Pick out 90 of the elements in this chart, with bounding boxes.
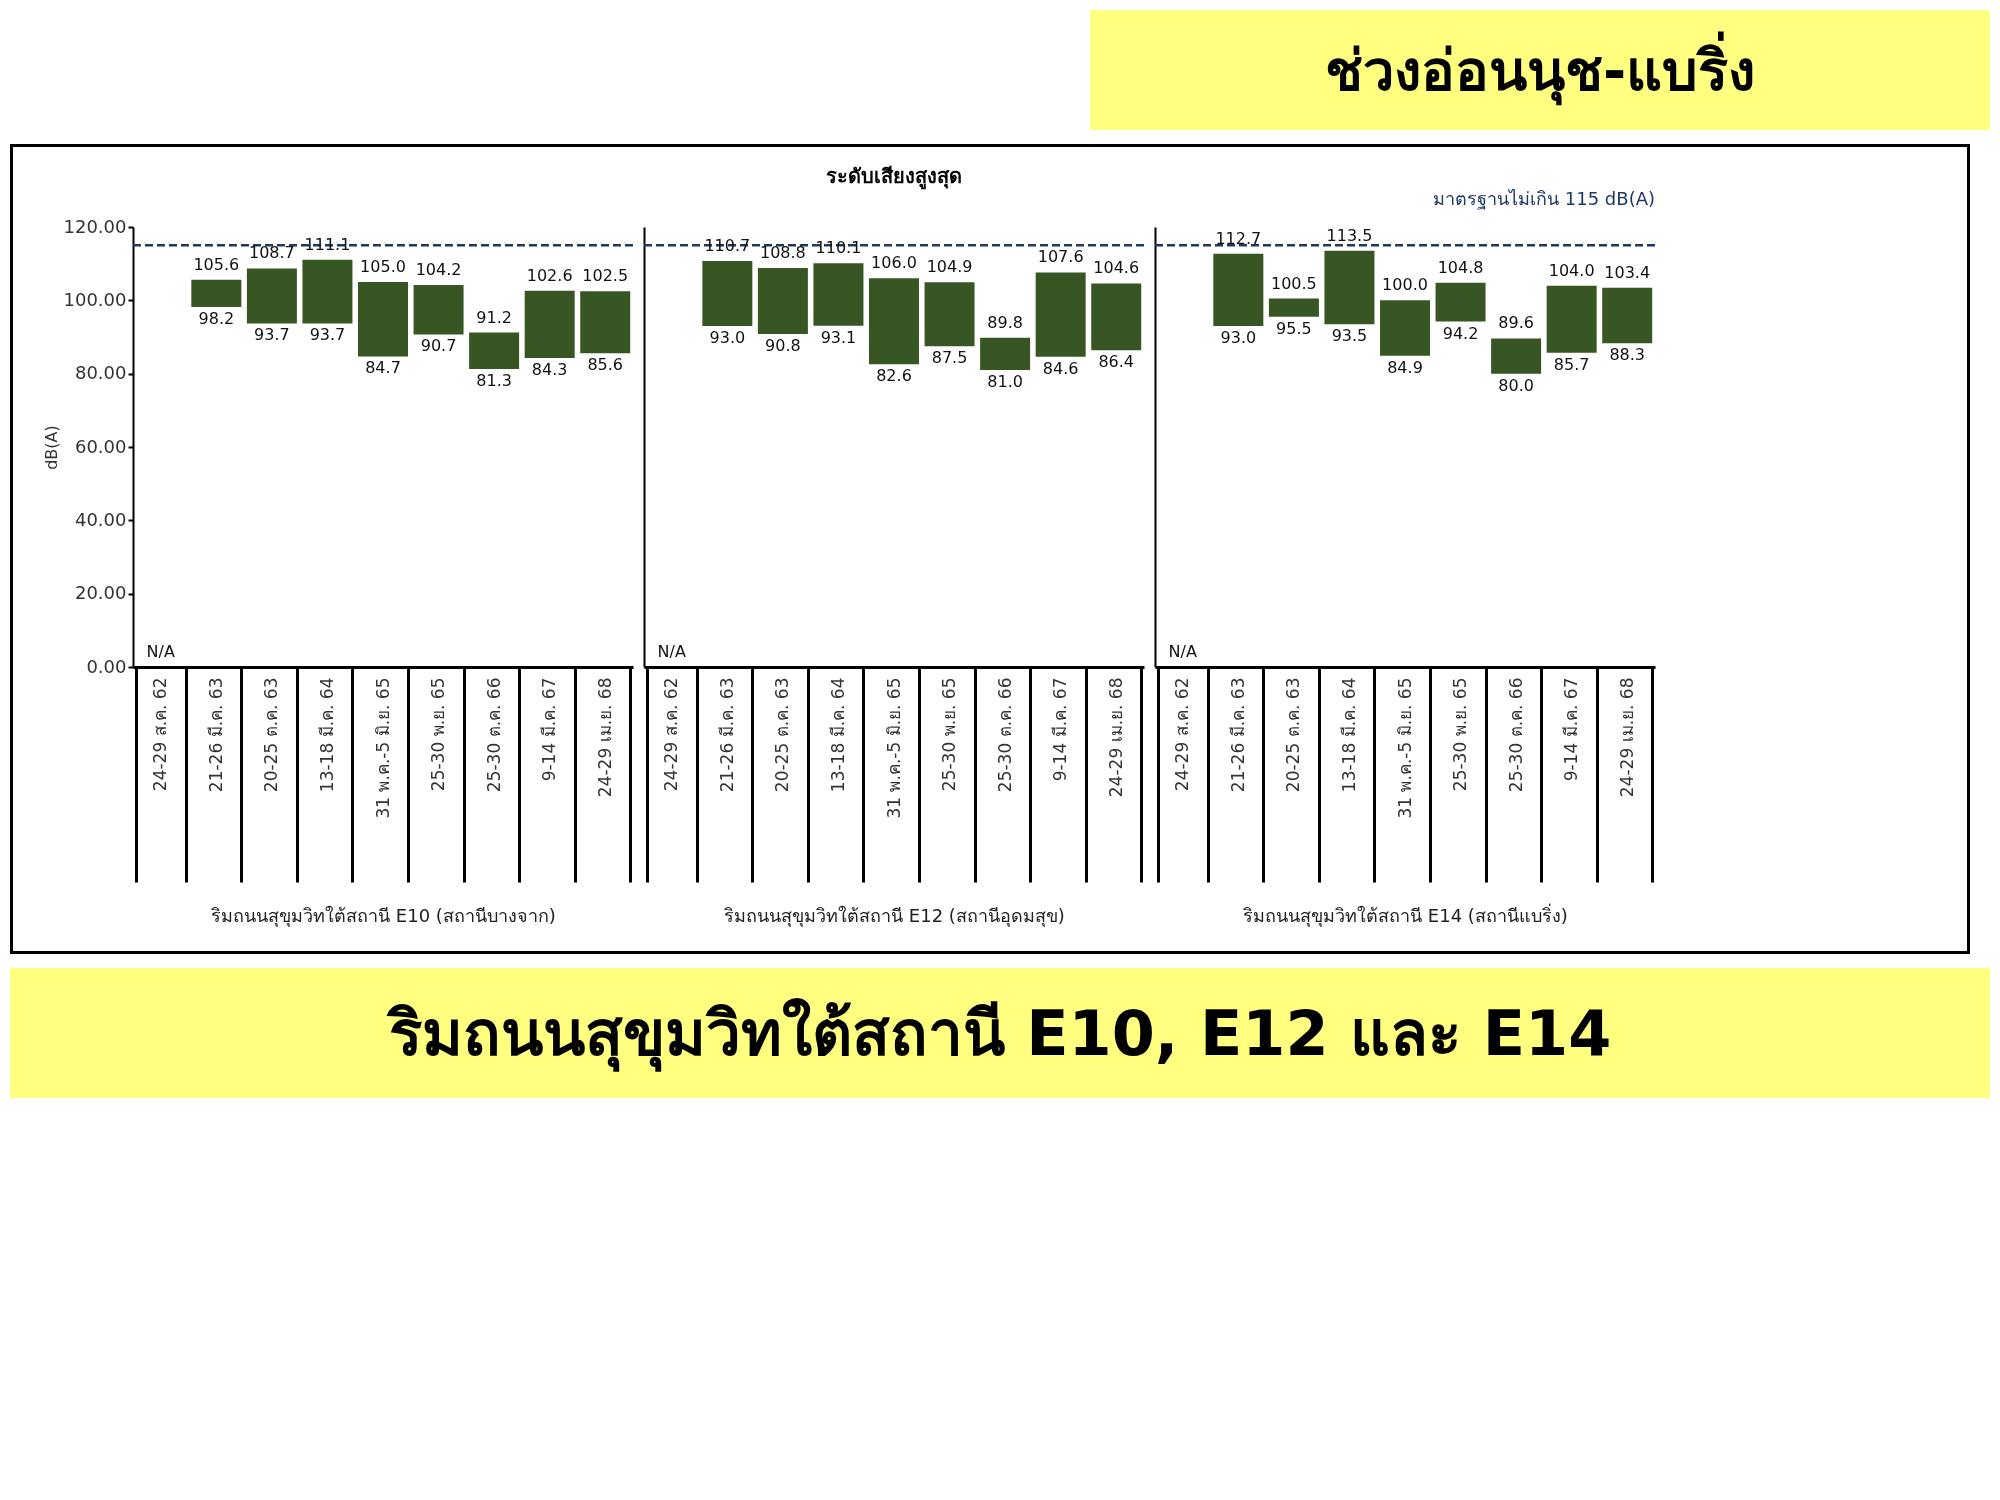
annotation: 102.5	[582, 266, 629, 286]
x-tick-label: 24-29 ส.ค. 62	[150, 677, 171, 792]
x-tick-label: 20-25 ต.ค. 63	[1283, 677, 1304, 793]
caption-banner: ริมถนนสุขุมวิทใต้สถานี E10, E12 และ E14	[10, 968, 1990, 1098]
annotation: 107.6	[1037, 247, 1084, 267]
annotation: 81.0	[987, 372, 1023, 391]
annotation: 90.8	[765, 336, 801, 356]
annotation: 85.6	[587, 355, 624, 375]
annotation: 104.8	[1437, 257, 1484, 277]
annotation: 108.8	[759, 243, 806, 263]
annotation: 93.0	[1220, 328, 1257, 347]
annotation: 89.8	[987, 312, 1023, 332]
annotation: 100.0	[1382, 275, 1428, 295]
y-tick-label: 20.00	[74, 582, 127, 604]
x-tick-label: 25-30 ต.ค. 66	[994, 677, 1015, 793]
x-tick-label: 20-25 ต.ค. 63	[261, 677, 282, 793]
annotation: 94.2	[1442, 323, 1479, 343]
x-tick-label: 25-30 ต.ค. 66	[483, 677, 504, 793]
x-tick-label: 13-18 มี.ค. 64	[827, 677, 848, 793]
x-tick-label: 31 พ.ค.-5 มิ.ย. 65	[1394, 677, 1415, 819]
annotation: N/A	[657, 642, 686, 661]
x-tick-label: 25-30 พ.ย. 65	[428, 677, 449, 792]
x-tick-label: 24-29 เม.ย. 68	[594, 677, 615, 798]
y-tick-label: 40.00	[74, 508, 127, 530]
x-tick-label: 9-14 มี.ค. 67	[539, 677, 560, 782]
annotation: 106.0	[871, 253, 917, 273]
annotation: 93.1	[820, 327, 857, 347]
y-tick-label: 80.00	[74, 362, 127, 384]
x-tick-label: 24-29 เม.ย. 68	[1105, 677, 1126, 798]
annotation: 84.3	[531, 359, 568, 379]
x-axis-title: ริมถนนสุขุมวิทใต้สถานี E14 (สถานีแบริ่ง)	[1243, 902, 1568, 927]
annotation: 90.7	[420, 336, 457, 356]
annotation: N/A	[146, 642, 175, 661]
y-axis-title: dB(A)	[41, 425, 61, 470]
x-tick-label: 20-25 ต.ค. 63	[772, 677, 793, 793]
x-axis-title: ริมถนนสุขุมวิทใต้สถานี E10 (สถานีบางจาก)	[211, 904, 556, 927]
annotation: 112.7	[1215, 228, 1262, 248]
annotation: 105.0	[360, 257, 406, 276]
x-tick-label: 25-30 พ.ย. 65	[939, 677, 960, 792]
annotation: 93.7	[309, 325, 346, 345]
annotation: 93.7	[254, 325, 290, 345]
x-tick-label: 13-18 มี.ค. 64	[316, 677, 337, 793]
annotation: 87.5	[931, 348, 968, 368]
annotation: 86.4	[1098, 352, 1135, 372]
x-tick-label: 13-18 มี.ค. 64	[1338, 677, 1359, 793]
x-tick-label: 21-26 มี.ค. 63	[716, 677, 737, 793]
x-tick-label: 25-30 พ.ย. 65	[1450, 677, 1471, 792]
x-tick-label: 31 พ.ค.-5 มิ.ย. 65	[883, 677, 904, 819]
annotation: 95.5	[1276, 318, 1312, 338]
annotation: 91.2	[476, 307, 512, 327]
title-banner: ช่วงอ่อนนุช-แบริ่ง	[1090, 10, 1990, 130]
x-axis-title: ริมถนนสุขุมวิทใต้สถานี E12 (สถานีอุดมสุข)	[724, 904, 1065, 927]
annotation: N/A	[1168, 642, 1197, 661]
annotation: 81.3	[476, 370, 512, 390]
y-tick-label: 100.00	[63, 288, 127, 310]
x-tick-label: 21-26 มี.ค. 63	[1227, 677, 1248, 793]
x-tick-label: 21-26 มี.ค. 63	[205, 677, 226, 793]
annotation: 80.0	[1498, 375, 1534, 395]
annotation: 89.6	[1498, 313, 1534, 333]
annotation: 84.7	[365, 358, 401, 378]
annotation: 100.5	[1270, 273, 1317, 293]
annotation: 98.2	[198, 308, 235, 328]
x-tick-label: 24-29 ส.ค. 62	[1172, 677, 1193, 792]
x-tick-label: 24-29 ส.ค. 62	[661, 677, 682, 792]
annotation: 104.0	[1548, 260, 1595, 280]
x-tick-label: 24-29 เม.ย. 68	[1616, 677, 1637, 798]
y-tick-label: 120.00	[63, 215, 127, 237]
annotation: 84.6	[1042, 358, 1079, 378]
annotation: 108.7	[248, 243, 295, 263]
annotation: 104.6	[1093, 258, 1140, 278]
x-tick-label: 9-14 มี.ค. 67	[1050, 677, 1071, 782]
annotation: 93.0	[709, 328, 746, 347]
chart-title: ระดับเสียงสูงสุด	[826, 164, 962, 190]
annotation: 105.6	[193, 254, 240, 274]
x-tick-label: 25-30 ต.ค. 66	[1505, 677, 1526, 793]
annotation: 104.9	[926, 257, 973, 277]
y-tick-label: 0.00	[86, 655, 127, 677]
annotation: 93.5	[1331, 326, 1368, 346]
y-tick-label: 60.00	[74, 435, 127, 457]
annotation: 82.6	[876, 366, 912, 386]
annotation: 85.7	[1553, 354, 1590, 374]
annotation: 103.4	[1604, 262, 1651, 282]
annotation: 104.2	[415, 259, 462, 279]
annotation: 88.3	[1609, 345, 1646, 365]
annotation: 84.9	[1387, 357, 1423, 377]
x-tick-label: 9-14 มี.ค. 67	[1561, 677, 1582, 782]
annotation: 102.6	[526, 265, 573, 285]
ref-line-label: มาตรฐานไม่เกิน 115 dB(A)	[1433, 188, 1655, 211]
x-tick-label: 31 พ.ค.-5 มิ.ย. 65	[372, 677, 393, 819]
annotation: 113.5	[1326, 225, 1373, 245]
